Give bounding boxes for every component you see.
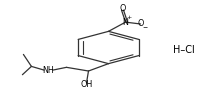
Text: N: N: [122, 18, 128, 27]
Text: NH: NH: [42, 66, 54, 75]
Text: +: +: [126, 15, 131, 21]
Text: OH: OH: [80, 80, 92, 89]
Text: −: −: [142, 25, 147, 30]
Text: O: O: [137, 19, 143, 28]
Text: H–Cl: H–Cl: [172, 45, 194, 55]
Text: O: O: [119, 4, 125, 13]
